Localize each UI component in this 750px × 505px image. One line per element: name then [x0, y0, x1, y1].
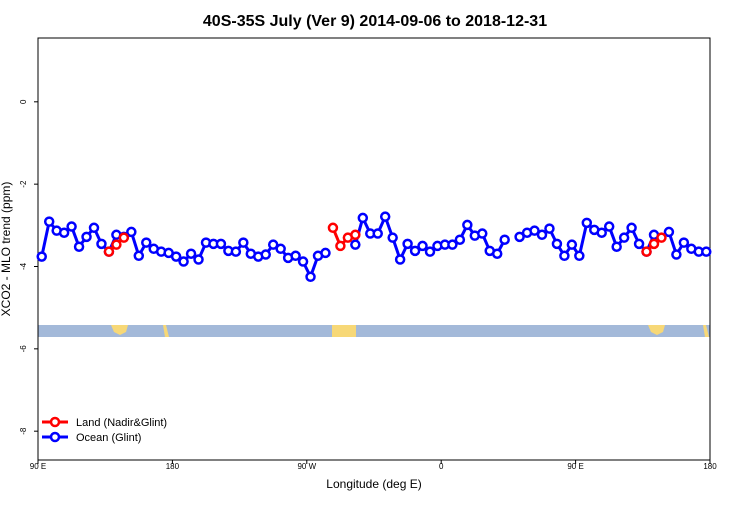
x-tick-label: 90 E [30, 462, 46, 471]
data-point [133, 250, 145, 262]
data-point [544, 223, 555, 234]
data-point [379, 211, 391, 222]
data-point [230, 246, 242, 257]
data-point [424, 246, 436, 257]
y-axis-label: XCO2 - MLO trend (ppm) [0, 182, 13, 317]
land-shape [163, 325, 169, 337]
data-point [275, 243, 286, 255]
data-point [297, 256, 309, 267]
plot-frame [37, 37, 711, 461]
data-point [178, 256, 189, 267]
data-point [81, 231, 92, 243]
data-point [43, 216, 55, 227]
series-line [107, 227, 663, 253]
data-point [58, 227, 70, 238]
data-point [36, 251, 47, 262]
legend-label: Land (Nadir&Glint) [76, 417, 167, 429]
data-point [618, 232, 630, 243]
data-point [514, 231, 525, 243]
data-point [626, 222, 637, 234]
data-point [663, 226, 675, 238]
data-point [73, 241, 85, 252]
data-point [641, 246, 652, 257]
legend-marker [49, 416, 61, 428]
data-point [357, 212, 369, 224]
data-point [350, 239, 361, 250]
data-point [566, 239, 578, 250]
data-point [335, 240, 346, 252]
data-point [611, 241, 622, 252]
data-point [551, 238, 563, 250]
data-point [559, 250, 570, 262]
land-shape [332, 325, 356, 337]
land-shape [648, 325, 665, 335]
data-point [327, 222, 339, 234]
data-point [462, 219, 473, 231]
x-axis-label: Longitude (deg E) [326, 477, 421, 491]
chart-title: 40S-35S July (Ver 9) 2014-09-06 to 2018-… [203, 13, 547, 30]
data-point [350, 229, 361, 241]
data-point [305, 271, 316, 283]
data-point [536, 229, 548, 241]
data-point [581, 217, 593, 229]
land-shape [703, 325, 709, 337]
data-point [656, 232, 667, 243]
data-point [111, 239, 122, 250]
data-point [499, 234, 510, 245]
legend: Land (Nadir&Glint) Ocean (Glint) [42, 416, 167, 444]
y-tick-label: -4 [19, 262, 28, 270]
data-point [185, 248, 197, 259]
data-point [409, 245, 421, 257]
legend-marker [49, 431, 61, 443]
land-shape [111, 325, 128, 335]
x-tick-label: 90 E [567, 462, 583, 471]
data-point [372, 228, 383, 239]
data-point [454, 234, 466, 245]
data-point [170, 251, 182, 262]
data-point [141, 237, 152, 248]
y-tick-label: -6 [19, 345, 28, 353]
data-point [320, 247, 331, 259]
ocean-band [38, 325, 710, 337]
legend-label: Ocean (Glint) [76, 432, 141, 444]
y-tick-label: 0 [19, 99, 28, 104]
data-point [678, 237, 690, 248]
x-tick-label: 180 [166, 462, 180, 471]
data-point [103, 246, 115, 257]
data-point [417, 240, 428, 252]
data-point [387, 232, 398, 243]
data-point [596, 227, 607, 238]
data-point [126, 226, 137, 238]
y-tick-label: -8 [19, 427, 28, 435]
data-point [477, 228, 488, 239]
data-point [193, 254, 204, 265]
data-point [529, 225, 540, 236]
data-point [96, 238, 107, 250]
data-point [648, 238, 660, 250]
data-point [394, 254, 406, 265]
data-point [402, 238, 413, 250]
y-tick-label: -2 [19, 180, 28, 188]
data-point [633, 238, 645, 250]
data-point [88, 222, 100, 234]
x-tick-label: 90 W [297, 462, 316, 471]
map-strip [38, 325, 710, 337]
data-point [260, 249, 271, 260]
data-point [447, 239, 458, 250]
data-point [267, 239, 279, 250]
data-point [603, 221, 615, 232]
x-tick-label: 0 [439, 462, 444, 471]
data-point [574, 250, 585, 262]
data-point [671, 249, 682, 260]
data-point [491, 248, 503, 259]
data-point [701, 246, 712, 257]
data-point [215, 238, 227, 250]
data-point [238, 237, 249, 248]
data-point [118, 232, 130, 243]
data-point [290, 250, 301, 262]
data-point [66, 221, 77, 232]
x-tick-label: 180 [703, 462, 717, 471]
